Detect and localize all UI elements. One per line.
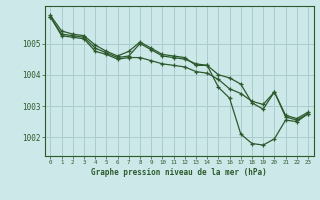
X-axis label: Graphe pression niveau de la mer (hPa): Graphe pression niveau de la mer (hPa) xyxy=(91,168,267,177)
